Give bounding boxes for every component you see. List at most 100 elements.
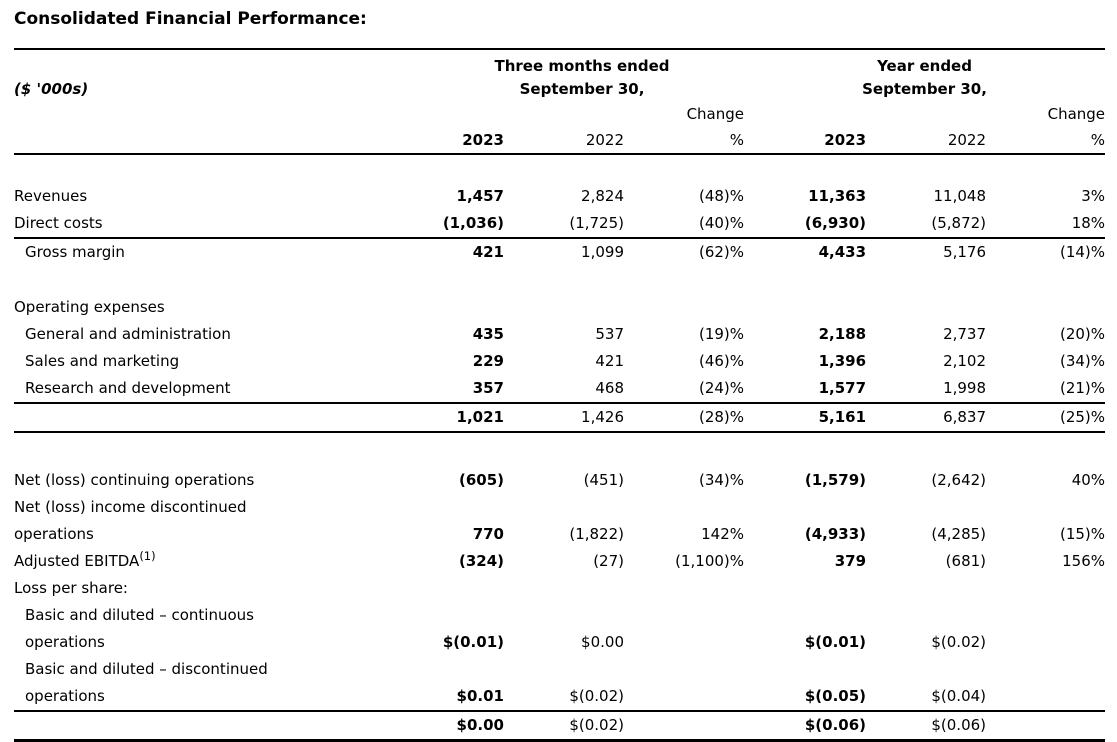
row-label-continuation: operations	[14, 525, 94, 543]
value-cell	[624, 656, 745, 712]
row-label-text: Basic and diluted – continuous	[25, 606, 254, 624]
value-cell	[866, 575, 986, 602]
value-cell: 18%	[986, 210, 1106, 239]
value-cell: $0.00	[581, 633, 624, 651]
value-cell: $(0.06)	[866, 711, 987, 742]
value-cell: 357	[420, 375, 504, 404]
value-cell: (28)%	[624, 403, 745, 433]
row-operating-expenses: Operating expenses	[14, 266, 1105, 321]
row-label: General and administration	[25, 325, 231, 343]
row-operating-expenses-total: 1,021 1,426 (28)% 5,161 6,837 (25)%	[14, 403, 1106, 433]
value-cell	[866, 266, 986, 321]
value-cell	[986, 575, 1105, 602]
value-cell	[624, 575, 744, 602]
row-loss-per-share: Loss per share:	[14, 575, 1105, 602]
row-label: Basic and diluted – discontinued operatio…	[14, 656, 420, 712]
group-header-three-months: Three months ended September 30,	[420, 50, 744, 101]
value-cell	[624, 711, 745, 742]
value-cell: 1,457	[456, 187, 504, 205]
value-cell: $(0.04)	[866, 656, 987, 712]
row-direct-costs: Direct costs (1,036) (1,725) (40)% (6,930) (5…	[14, 210, 1106, 239]
row-revenues: Revenues 1,457 2,824 (48)% 11,363 11,048 3%	[14, 154, 1105, 210]
row-label: Basic and diluted – continuous operations	[14, 602, 420, 656]
value-cell: 4,433	[818, 243, 867, 261]
row-label: Gross margin	[25, 243, 125, 261]
row-lps-discontinued: Basic and diluted – discontinued operatio…	[14, 656, 1106, 712]
year-header-row: 2023 2022 % 2023 2022 %	[14, 127, 1106, 155]
row-general-admin: General and administration 435 537 (19)% 2,1…	[14, 321, 1105, 348]
value-cell: 2,188	[818, 325, 867, 343]
value-cell: (34)%	[698, 471, 745, 489]
value-cell: 468	[504, 375, 624, 404]
value-cell: (20)%	[1059, 325, 1106, 343]
group-header-line1: Year ended	[877, 57, 972, 75]
value-cell: (324)	[458, 552, 504, 570]
financial-performance-table: ($ '000s) Three months ended September 3…	[14, 50, 1106, 742]
value-cell: 156%	[1062, 552, 1106, 570]
value-cell: 2,102	[943, 352, 987, 370]
value-cell: (6,930)	[744, 210, 867, 239]
value-cell: (1,822)	[569, 525, 624, 543]
value-cell: 770	[472, 525, 504, 543]
value-cell: 421	[472, 243, 504, 261]
value-cell: (1,100)%	[675, 552, 745, 570]
value-cell: (46)%	[698, 352, 745, 370]
value-cell: (4,285)	[931, 525, 987, 543]
value-cell: $0.01	[420, 656, 504, 712]
value-cell	[744, 575, 866, 602]
value-cell: 3%	[1081, 187, 1106, 205]
row-label: Adjusted EBITDA(1)	[14, 549, 156, 570]
value-cell: (40)%	[624, 210, 745, 239]
title-divider	[14, 48, 1105, 50]
value-cell	[420, 575, 504, 602]
value-cell	[986, 656, 1106, 712]
value-cell: 1,396	[818, 352, 867, 370]
value-cell	[504, 266, 624, 321]
group-header-row: ($ '000s) Three months ended September 3…	[14, 50, 1105, 101]
row-adjusted-ebitda: Adjusted EBITDA(1) (324) (27) (1,100)% 379 (6…	[14, 548, 1105, 575]
value-cell: $(0.02)	[931, 633, 987, 651]
row-label-continuation: operations	[25, 633, 105, 651]
row-label: Loss per share:	[14, 579, 128, 597]
row-sales-marketing: Sales and marketing 229 421 (46)% 1,396 2,102…	[14, 348, 1105, 375]
row-gross-margin: Gross margin 421 1,099 (62)% 4,433 5,176 (14)%	[14, 238, 1105, 266]
value-cell: (14)%	[1059, 243, 1106, 261]
value-cell: 1,099	[581, 243, 624, 261]
value-cell: $(0.05)	[744, 656, 867, 712]
value-cell: 2,824	[581, 187, 624, 205]
row-label: Revenues	[14, 187, 88, 205]
row-label: Direct costs	[14, 210, 420, 239]
change-header-row: Change Change	[14, 101, 1105, 127]
value-cell	[624, 602, 744, 656]
value-cell: 5,176	[943, 243, 987, 261]
value-cell: 11,363	[808, 187, 867, 205]
value-cell: (1,725)	[504, 210, 624, 239]
value-cell: (19)%	[698, 325, 745, 343]
value-cell	[986, 602, 1105, 656]
value-cell: 379	[834, 552, 867, 570]
value-cell: 5,161	[744, 403, 867, 433]
value-cell	[420, 266, 504, 321]
value-cell: 537	[595, 325, 624, 343]
value-cell: 1,426	[504, 403, 624, 433]
row-label: Net (loss) income discontinued operations	[14, 494, 420, 548]
row-lps-total: $0.00 $(0.02) $(0.06) $(0.06)	[14, 711, 1106, 742]
row-label-text: Basic and diluted – discontinued	[25, 660, 268, 678]
group-header-line2: September 30,	[862, 80, 987, 98]
value-cell: (451)	[583, 471, 624, 489]
value-cell: $(0.01)	[442, 633, 504, 651]
value-cell: (1,579)	[804, 471, 867, 489]
value-cell: 229	[472, 352, 504, 370]
value-cell: 142%	[701, 525, 745, 543]
value-cell: (681)	[945, 552, 987, 570]
row-label: Operating expenses	[14, 298, 165, 316]
row-label: Net (loss) continuing operations	[14, 471, 255, 489]
value-cell: (15)%	[1059, 525, 1106, 543]
value-cell: 435	[472, 325, 504, 343]
page-title: Consolidated Financial Performance:	[14, 9, 367, 29]
col-header-change-q: %	[624, 127, 745, 155]
value-cell: (4,933)	[804, 525, 867, 543]
value-cell: 1,577	[744, 375, 867, 404]
value-cell: (48)%	[698, 187, 745, 205]
